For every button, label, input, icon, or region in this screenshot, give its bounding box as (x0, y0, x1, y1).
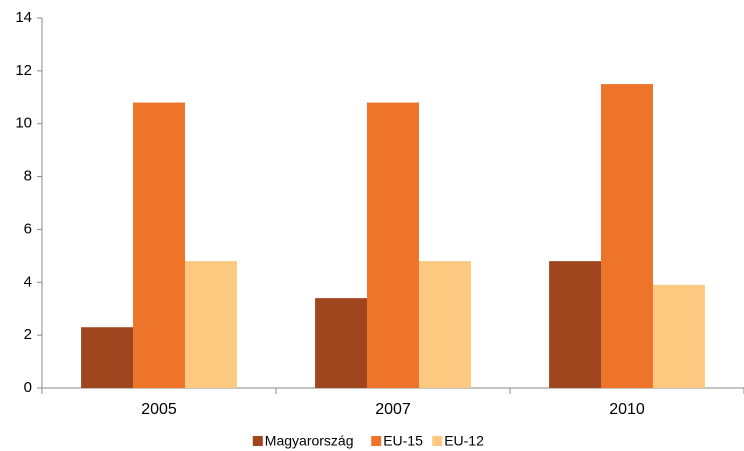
legend-label: EU-12 (444, 433, 484, 449)
bar (418, 261, 471, 388)
legend: Magyarország EU-15 EU-12 (252, 433, 484, 449)
x-tick-label: 2010 (609, 401, 645, 418)
x-tick-label: 2005 (141, 401, 177, 418)
x-tick-label: 2007 (375, 401, 411, 418)
y-tick-label: 6 (24, 220, 32, 237)
bar (315, 298, 368, 388)
y-tick-label: 10 (15, 115, 32, 132)
bar (601, 84, 653, 389)
y-tick-label: 4 (24, 273, 32, 290)
y-tick-label: 2 (24, 326, 32, 343)
bar (184, 261, 237, 388)
bar (133, 102, 185, 389)
bar (81, 327, 134, 388)
bar (652, 284, 705, 388)
legend-swatch (432, 436, 443, 446)
legend-label: EU-15 (383, 433, 423, 449)
y-tick-label: 12 (15, 62, 32, 79)
bar (549, 261, 602, 388)
bar (367, 102, 419, 389)
y-tick-label: 0 (24, 379, 32, 396)
legend-swatch (252, 436, 263, 446)
y-tick-label: 14 (15, 9, 32, 26)
legend-swatch (371, 436, 382, 446)
legend-label: Magyarország (265, 433, 354, 449)
y-tick-label: 8 (24, 168, 32, 185)
